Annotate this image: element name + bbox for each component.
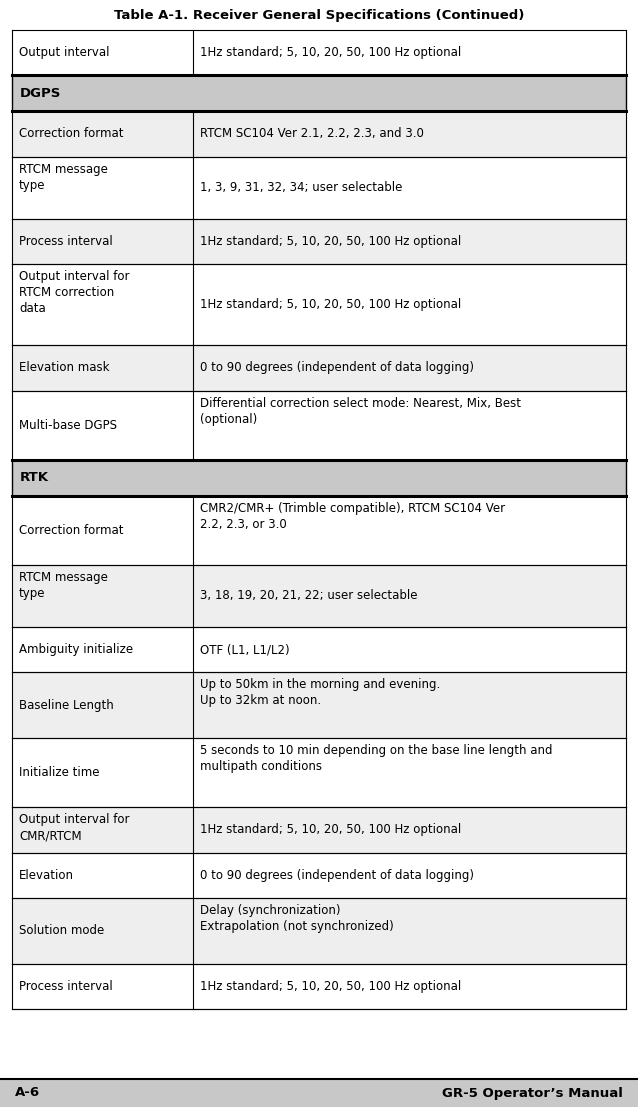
- Text: Output interval: Output interval: [19, 46, 110, 59]
- Bar: [12, 627, 193, 672]
- Text: 1Hz standard; 5, 10, 20, 50, 100 Hz optional: 1Hz standard; 5, 10, 20, 50, 100 Hz opti…: [200, 824, 461, 837]
- Text: Delay (synchronization)
Extrapolation (not synchronized): Delay (synchronization) Extrapolation (n…: [200, 904, 394, 933]
- Bar: [12, 852, 193, 898]
- Bar: [193, 963, 626, 1008]
- Text: 1Hz standard; 5, 10, 20, 50, 100 Hz optional: 1Hz standard; 5, 10, 20, 50, 100 Hz opti…: [200, 298, 461, 311]
- Text: Output interval for
CMR/RTCM: Output interval for CMR/RTCM: [19, 814, 130, 842]
- Bar: [12, 898, 193, 963]
- Text: 1Hz standard; 5, 10, 20, 50, 100 Hz optional: 1Hz standard; 5, 10, 20, 50, 100 Hz opti…: [200, 980, 461, 993]
- Bar: [12, 807, 193, 852]
- Bar: [193, 219, 626, 263]
- Text: 0 to 90 degrees (independent of data logging): 0 to 90 degrees (independent of data log…: [200, 869, 474, 882]
- Bar: [193, 391, 626, 459]
- Bar: [12, 263, 193, 345]
- Text: RTCM message
type: RTCM message type: [19, 571, 108, 600]
- Bar: [193, 672, 626, 738]
- Bar: [12, 156, 193, 219]
- Text: Up to 50km in the morning and evening.
Up to 32km at noon.: Up to 50km in the morning and evening. U…: [200, 679, 440, 707]
- Bar: [193, 111, 626, 156]
- Bar: [193, 30, 626, 75]
- Bar: [193, 345, 626, 391]
- Text: 0 to 90 degrees (independent of data logging): 0 to 90 degrees (independent of data log…: [200, 361, 474, 374]
- Text: RTK: RTK: [20, 472, 49, 484]
- Bar: [12, 459, 626, 496]
- Text: A-6: A-6: [15, 1086, 40, 1099]
- Bar: [193, 156, 626, 219]
- Text: 1Hz standard; 5, 10, 20, 50, 100 Hz optional: 1Hz standard; 5, 10, 20, 50, 100 Hz opti…: [200, 46, 461, 59]
- Bar: [12, 738, 193, 807]
- Text: Differential correction select mode: Nearest, Mix, Best
(optional): Differential correction select mode: Nea…: [200, 396, 521, 425]
- Bar: [12, 672, 193, 738]
- Bar: [193, 738, 626, 807]
- Bar: [193, 807, 626, 852]
- Text: 1Hz standard; 5, 10, 20, 50, 100 Hz optional: 1Hz standard; 5, 10, 20, 50, 100 Hz opti…: [200, 235, 461, 248]
- Bar: [12, 391, 193, 459]
- Text: Solution mode: Solution mode: [19, 924, 104, 938]
- Bar: [12, 565, 193, 627]
- Bar: [0, 1079, 638, 1107]
- Text: Multi-base DGPS: Multi-base DGPS: [19, 418, 117, 432]
- Text: GR-5 Operator’s Manual: GR-5 Operator’s Manual: [442, 1086, 623, 1099]
- Bar: [193, 263, 626, 345]
- Bar: [12, 75, 626, 111]
- Text: Correction format: Correction format: [19, 524, 124, 537]
- Bar: [193, 565, 626, 627]
- Text: Elevation: Elevation: [19, 869, 74, 882]
- Text: DGPS: DGPS: [20, 86, 61, 100]
- Bar: [12, 30, 193, 75]
- Text: 1, 3, 9, 31, 32, 34; user selectable: 1, 3, 9, 31, 32, 34; user selectable: [200, 182, 403, 194]
- Bar: [12, 963, 193, 1008]
- Text: 5 seconds to 10 min depending on the base line length and
multipath conditions: 5 seconds to 10 min depending on the bas…: [200, 744, 553, 773]
- Text: Ambiguity initialize: Ambiguity initialize: [19, 643, 133, 656]
- Text: Table A-1. Receiver General Specifications (Continued): Table A-1. Receiver General Specificatio…: [114, 9, 524, 21]
- Text: 3, 18, 19, 20, 21, 22; user selectable: 3, 18, 19, 20, 21, 22; user selectable: [200, 589, 418, 602]
- Bar: [193, 496, 626, 565]
- Bar: [193, 627, 626, 672]
- Text: Process interval: Process interval: [19, 980, 113, 993]
- Text: Elevation mask: Elevation mask: [19, 361, 110, 374]
- Text: Output interval for
RTCM correction
data: Output interval for RTCM correction data: [19, 270, 130, 315]
- Text: RTCM SC104 Ver 2.1, 2.2, 2.3, and 3.0: RTCM SC104 Ver 2.1, 2.2, 2.3, and 3.0: [200, 127, 424, 141]
- Bar: [0, 1079, 638, 1107]
- Bar: [12, 345, 193, 391]
- Text: CMR2/CMR+ (Trimble compatible), RTCM SC104 Ver
2.2, 2.3, or 3.0: CMR2/CMR+ (Trimble compatible), RTCM SC1…: [200, 501, 505, 530]
- Text: Initialize time: Initialize time: [19, 766, 100, 779]
- Text: Baseline Length: Baseline Length: [19, 699, 114, 712]
- Bar: [12, 496, 193, 565]
- Text: Correction format: Correction format: [19, 127, 124, 141]
- Bar: [193, 852, 626, 898]
- Bar: [12, 219, 193, 263]
- Bar: [193, 898, 626, 963]
- Text: RTCM message
type: RTCM message type: [19, 163, 108, 192]
- Text: OTF (L1, L1/L2): OTF (L1, L1/L2): [200, 643, 290, 656]
- Bar: [12, 111, 193, 156]
- Text: Process interval: Process interval: [19, 235, 113, 248]
